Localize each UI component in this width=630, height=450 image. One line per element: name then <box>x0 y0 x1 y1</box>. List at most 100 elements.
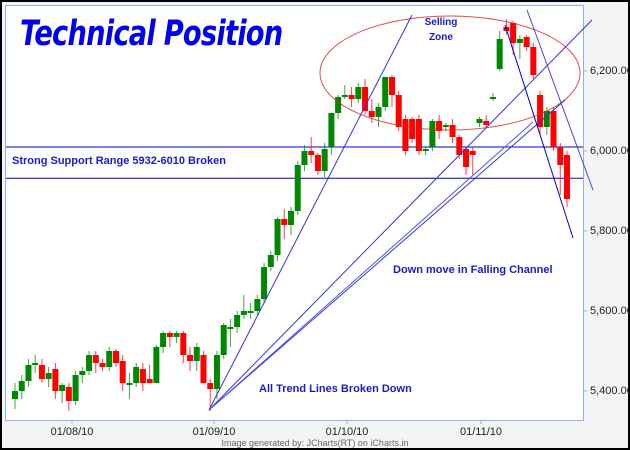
candle-body <box>442 125 449 127</box>
candle-body <box>449 125 456 137</box>
candle-body <box>99 363 106 367</box>
candle-body <box>483 121 490 125</box>
candle-body <box>355 87 362 99</box>
selling-zone-annotation: Selling Zone <box>421 15 461 45</box>
candle-body <box>429 121 436 147</box>
candle-body <box>294 165 301 211</box>
candle-body <box>234 315 241 327</box>
support-annotation: Strong Support Range 5932-6010 Broken <box>12 155 226 167</box>
candle-body <box>106 351 113 367</box>
y-tick-label: 6,000.00 <box>590 145 630 157</box>
chart-title: Technical Position <box>20 14 283 54</box>
candle-body <box>187 355 194 361</box>
candle-body <box>436 121 443 131</box>
trend-line <box>208 121 534 411</box>
falling-channel-annotation: Down move in Falling Channel <box>393 264 553 276</box>
candle-body <box>59 385 66 391</box>
candle-body <box>213 355 220 389</box>
candle-body <box>328 113 335 147</box>
x-tick-label: 01/09/10 <box>192 426 236 438</box>
candle-body <box>247 311 254 313</box>
candle-body <box>173 333 180 337</box>
candle-body <box>240 311 247 315</box>
candle-body <box>557 147 564 165</box>
candle-body <box>415 119 422 151</box>
candle-body <box>18 381 25 391</box>
candle-body <box>476 119 483 123</box>
candle-body <box>200 355 207 383</box>
candle-body <box>52 369 59 391</box>
plot-area <box>5 5 584 421</box>
candle-body <box>409 119 416 139</box>
candle-body <box>375 107 382 117</box>
candle-body <box>463 149 470 167</box>
candle-body <box>38 365 45 379</box>
candle-body <box>79 371 86 375</box>
candle-body <box>92 355 99 363</box>
credit-text: Image generated by: JCharts(RT) on iChar… <box>221 438 409 448</box>
candle-body <box>321 149 328 171</box>
candle-body <box>220 325 227 355</box>
falling-channel-line <box>526 9 594 191</box>
candle-body <box>537 95 544 127</box>
candle-body <box>362 87 369 111</box>
candle-body <box>86 355 93 371</box>
x-tick-label: 01/08/10 <box>50 426 94 438</box>
y-tick-label: 5,600.00 <box>590 305 630 317</box>
candle-body <box>335 97 342 113</box>
candle-body <box>166 333 173 337</box>
candle-body <box>193 347 200 361</box>
candle-body <box>72 375 79 401</box>
candle-body <box>45 373 52 379</box>
candle-body <box>133 367 140 383</box>
candle-body <box>254 299 261 311</box>
candle-body <box>489 97 496 99</box>
candle-body <box>516 39 523 43</box>
candle-body <box>564 155 570 199</box>
candle-body <box>550 111 557 147</box>
candle-body <box>119 361 126 383</box>
candle-body <box>510 23 517 43</box>
candle-body <box>382 77 389 107</box>
candle-body <box>153 347 160 383</box>
candle-body <box>496 39 503 69</box>
trend-lines-annotation: All Trend Lines Broken Down <box>259 383 412 395</box>
candle-body <box>25 365 32 381</box>
candle-body <box>469 151 476 155</box>
candle-body <box>160 333 167 347</box>
candle-body <box>530 47 537 75</box>
candle-body <box>126 383 133 385</box>
trend-line <box>208 14 413 411</box>
candle-body <box>301 151 308 165</box>
candle-body <box>281 219 288 225</box>
candle-body <box>308 151 315 155</box>
selling-zone-ellipse <box>319 15 581 131</box>
candle-body <box>261 267 268 299</box>
candle-body <box>207 383 214 389</box>
trend-line <box>208 99 566 411</box>
candle-body <box>523 37 530 47</box>
candle-body <box>456 137 463 155</box>
candle-body <box>12 391 18 399</box>
candle-body <box>267 255 274 267</box>
candle-body <box>314 155 321 171</box>
candle-body <box>112 351 119 363</box>
candle-body <box>422 149 429 151</box>
falling-channel-line <box>504 24 574 239</box>
candle-body <box>180 333 187 355</box>
candle-body <box>65 387 72 401</box>
y-tick-label: 6,200.00 <box>590 65 630 77</box>
y-tick-label: 5,400.00 <box>590 385 630 397</box>
candle-body <box>32 363 39 365</box>
trend-line <box>208 19 593 411</box>
candle-body <box>274 219 281 255</box>
y-tick-label: 5,800.00 <box>590 225 630 237</box>
candle-body <box>388 77 395 95</box>
x-tick-label: 01/10/10 <box>325 426 369 438</box>
candle-body <box>543 111 550 127</box>
candle-body <box>395 95 402 127</box>
candle-body <box>402 119 409 151</box>
candle-body <box>139 369 146 383</box>
candle-body <box>368 111 375 117</box>
